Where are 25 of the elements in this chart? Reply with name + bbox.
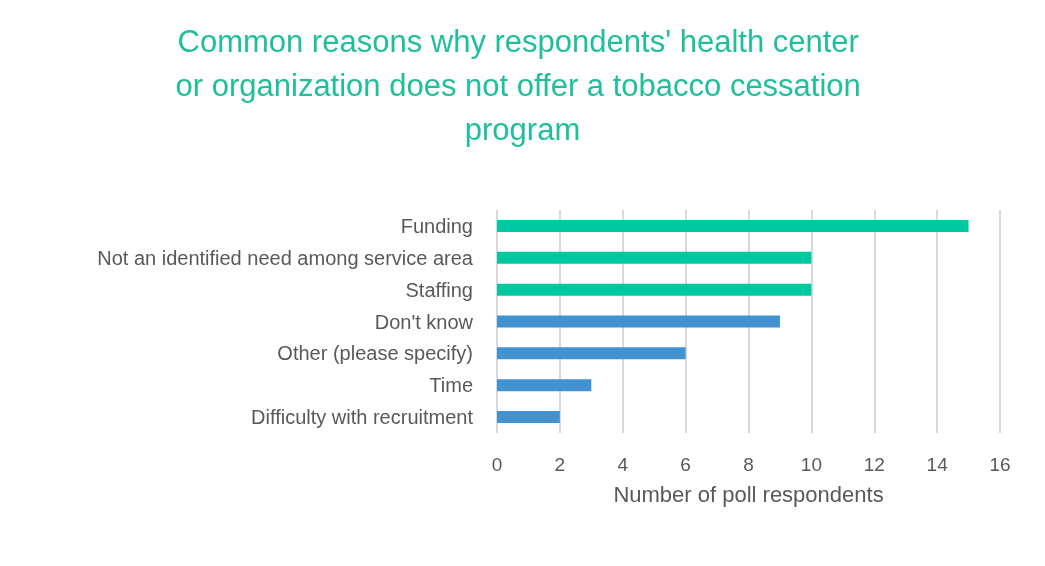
bar (497, 283, 812, 296)
bar (497, 411, 560, 424)
y-tick-label: Staffing (405, 278, 473, 301)
x-tick-label: 2 (554, 454, 566, 475)
x-tick-label: 10 (800, 454, 822, 475)
x-tick-label: 4 (617, 454, 629, 475)
y-tick-label: Don't know (374, 310, 474, 333)
bar (497, 315, 780, 328)
x-tick-label: 0 (491, 454, 503, 475)
y-tick-label: Funding (400, 214, 473, 237)
bar (497, 219, 969, 232)
x-axis-title: Number of poll respondents (613, 481, 884, 507)
x-tick-label: 6 (680, 454, 691, 475)
y-tick-label: Not an identified need among service area (97, 246, 474, 269)
y-tick-label: Other (please specify) (277, 342, 473, 365)
bar (497, 379, 592, 392)
x-tick-label: 8 (743, 454, 754, 475)
chart-title: Common reasons why respondents' health center or organization does not offer a tobacco cessation program (175, 23, 870, 147)
bar (497, 347, 686, 360)
x-tick-label: 12 (863, 454, 885, 475)
y-tick-label: Difficulty with recruitment (251, 406, 474, 429)
x-tick-label: 14 (926, 454, 949, 475)
y-tick-label: Time (429, 374, 473, 397)
bar (497, 251, 812, 264)
x-tick-label: 16 (989, 454, 1011, 475)
